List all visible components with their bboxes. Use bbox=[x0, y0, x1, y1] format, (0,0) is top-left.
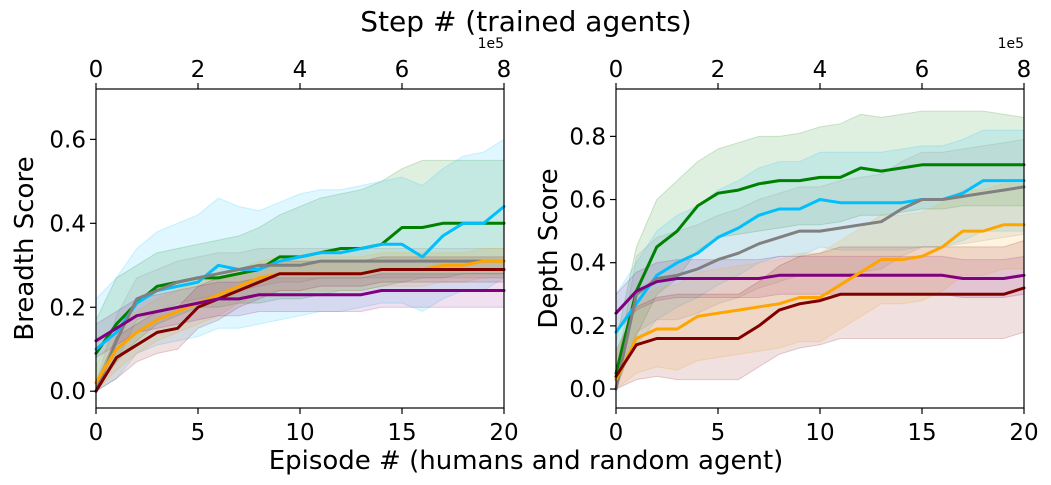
series-line-cyan bbox=[614, 179, 1026, 334]
series-line-darkred bbox=[614, 286, 1026, 378]
y-tick-label: 0.6 bbox=[49, 127, 86, 153]
y-tick-label: 0.8 bbox=[569, 124, 606, 150]
y-axis-label: Depth Score bbox=[534, 168, 564, 328]
x-tick-label: 10 bbox=[285, 420, 314, 446]
y-tick-label: 0.6 bbox=[569, 188, 606, 214]
top-axis-offset-label: 1e5 bbox=[478, 36, 504, 52]
series-line-purple bbox=[94, 289, 506, 343]
y-tick-label: 0.4 bbox=[49, 211, 86, 237]
y-tick-label: 0.2 bbox=[569, 314, 606, 340]
x-tick-label: 20 bbox=[489, 420, 518, 446]
series-line-gray bbox=[94, 259, 506, 393]
y-tick-label: 0.4 bbox=[569, 251, 606, 277]
x-tick-label: 15 bbox=[907, 420, 936, 446]
x-tick-label: 5 bbox=[711, 420, 726, 446]
plot-area bbox=[94, 138, 506, 393]
series-line-gray bbox=[614, 185, 1026, 391]
plot-area bbox=[614, 110, 1026, 391]
series-line-darkred bbox=[94, 268, 506, 393]
top-tick-label: 6 bbox=[915, 57, 930, 83]
top-axis-offset-label: 1e5 bbox=[998, 36, 1024, 52]
top-tick-label: 8 bbox=[497, 57, 512, 83]
top-tick-label: 6 bbox=[395, 57, 410, 83]
series-line-purple bbox=[614, 273, 1026, 315]
bottom-axis-title: Episode # (humans and random agent) bbox=[269, 446, 784, 476]
x-tick-label: 0 bbox=[89, 420, 104, 446]
top-axis-title: Step # (trained agents) bbox=[360, 5, 691, 38]
y-axis-label: Breadth Score bbox=[10, 156, 40, 340]
x-tick-label: 10 bbox=[805, 420, 834, 446]
x-tick-label: 5 bbox=[191, 420, 206, 446]
top-tick-label: 4 bbox=[813, 57, 828, 83]
x-tick-label: 0 bbox=[609, 420, 624, 446]
top-tick-label: 0 bbox=[609, 57, 624, 83]
top-tick-label: 4 bbox=[293, 57, 308, 83]
y-tick-label: 0.0 bbox=[49, 379, 86, 405]
top-tick-label: 0 bbox=[89, 57, 104, 83]
y-tick-label: 0.2 bbox=[49, 295, 86, 321]
top-tick-label: 2 bbox=[191, 57, 206, 83]
x-tick-label: 15 bbox=[387, 420, 416, 446]
top-tick-label: 2 bbox=[711, 57, 726, 83]
x-tick-label: 20 bbox=[1009, 420, 1038, 446]
series-line-orange bbox=[614, 223, 1026, 382]
top-tick-label: 8 bbox=[1017, 57, 1032, 83]
series-line-green bbox=[614, 163, 1026, 375]
breadth-score-panel: 0 5 10 15 20 0 2 4 6 8 1e5 0.0 0.2 0.4 0.6 Breadth Scor… bbox=[10, 36, 519, 446]
y-tick-label: 0.0 bbox=[569, 377, 606, 403]
